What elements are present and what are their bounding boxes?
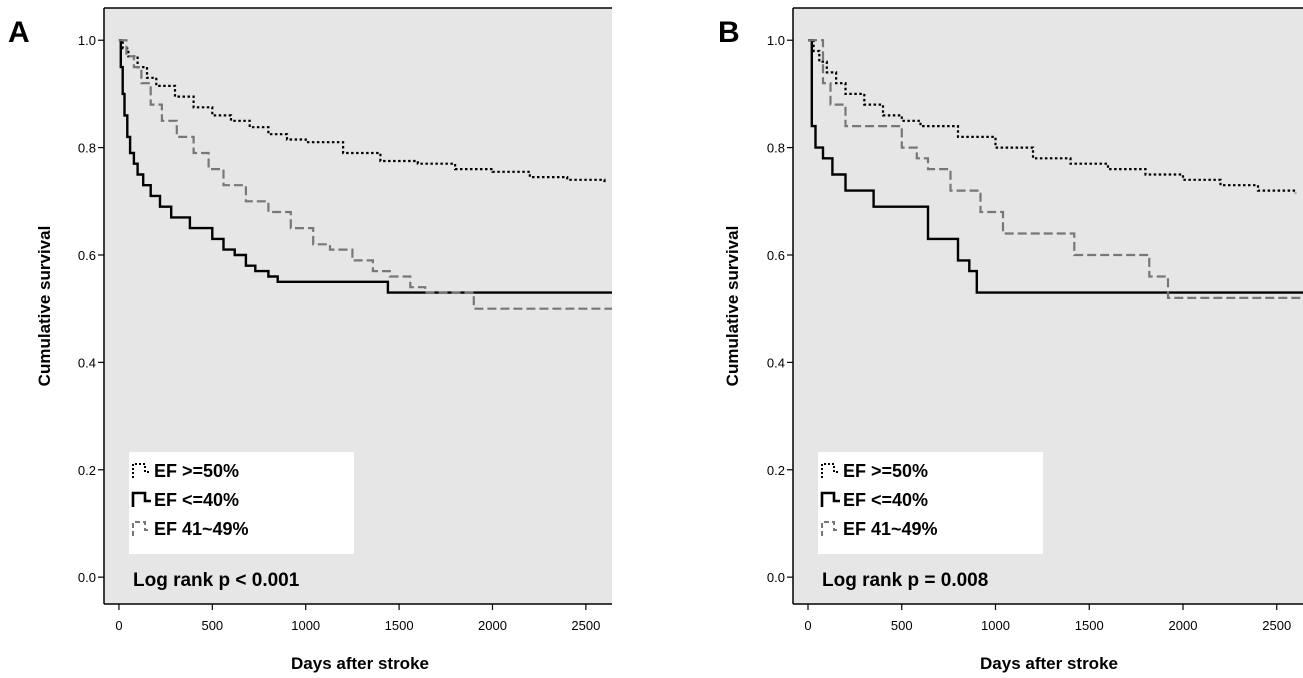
y-tick-label: 0.8 — [767, 141, 785, 156]
x-tick-label: 0 — [115, 618, 122, 633]
x-axis-label: Days after stroke — [291, 654, 429, 673]
y-axis-label: Cumulative survival — [35, 226, 54, 387]
series-group — [808, 39, 1303, 299]
x-tick-label: 0 — [804, 618, 811, 633]
x-tick-label: 2000 — [1169, 618, 1198, 633]
y-tick-label: 0.4 — [767, 355, 785, 370]
log-rank-annotation: Log rank p < 0.001 — [133, 570, 300, 591]
legend-label: EF <=40% — [154, 490, 239, 510]
series-line-ef-40 — [808, 39, 1303, 294]
x-tick-label: 500 — [201, 618, 223, 633]
panel-letter: A — [8, 16, 30, 49]
legend-box — [129, 452, 354, 554]
x-tick-label: 1000 — [981, 618, 1010, 633]
y-axis-label: Cumulative survival — [723, 226, 742, 387]
y-tick-label: 0.2 — [78, 463, 96, 478]
y-tick-label: 0.4 — [78, 355, 96, 370]
panel-a: 0.0 0.2 0.4 0.6 0.8 1.0 0 500 1000 1500 2000 2500 Da… — [8, 7, 612, 673]
y-tick-label: 0.2 — [767, 463, 785, 478]
x-tick-label: 1500 — [385, 618, 414, 633]
legend-symbol — [821, 521, 840, 536]
legend-symbol — [820, 491, 840, 507]
legend-symbol — [132, 521, 151, 536]
panel-b: 0.0 0.2 0.4 0.6 0.8 1.0 0 500 1000 1500 2000 2500 Da… — [718, 7, 1303, 673]
legend-label: EF <=40% — [843, 490, 928, 510]
x-tick-label: 1000 — [291, 618, 320, 633]
series-line-ef-41-49 — [808, 39, 1303, 299]
series-line-ef-50 — [118, 39, 606, 183]
y-tick-label: 1.0 — [78, 33, 96, 48]
y-tick-label: 0.0 — [78, 570, 96, 585]
x-axis-label: Days after stroke — [980, 654, 1118, 673]
legend-label: EF >=50% — [843, 461, 928, 481]
x-tick-label: 2500 — [571, 618, 600, 633]
legend-symbol — [131, 491, 151, 507]
y-tick-label: 1.0 — [767, 33, 785, 48]
x-tick-label: 500 — [891, 618, 913, 633]
y-tick-label: 0.0 — [767, 570, 785, 585]
legend-label: EF 41~49% — [154, 519, 249, 539]
log-rank-annotation: Log rank p = 0.008 — [822, 570, 988, 591]
y-tick-label: 0.6 — [767, 248, 785, 263]
y-tick-label: 0.6 — [78, 248, 96, 263]
series-line-ef-41-49 — [118, 39, 612, 310]
panel-letter: B — [718, 16, 740, 49]
x-tick-label: 1500 — [1075, 618, 1104, 633]
legend-label: EF >=50% — [154, 461, 239, 481]
legend-label: EF 41~49% — [843, 519, 938, 539]
series-line-ef-40 — [118, 39, 612, 294]
legend-symbol — [132, 463, 151, 478]
y-tick-label: 0.8 — [78, 141, 96, 156]
series-line-ef-50 — [808, 39, 1297, 194]
legend-box — [818, 452, 1043, 554]
x-tick-label: 2000 — [478, 618, 507, 633]
x-tick-label: 2500 — [1262, 618, 1291, 633]
legend-symbol — [821, 463, 840, 478]
series-group — [118, 39, 612, 310]
